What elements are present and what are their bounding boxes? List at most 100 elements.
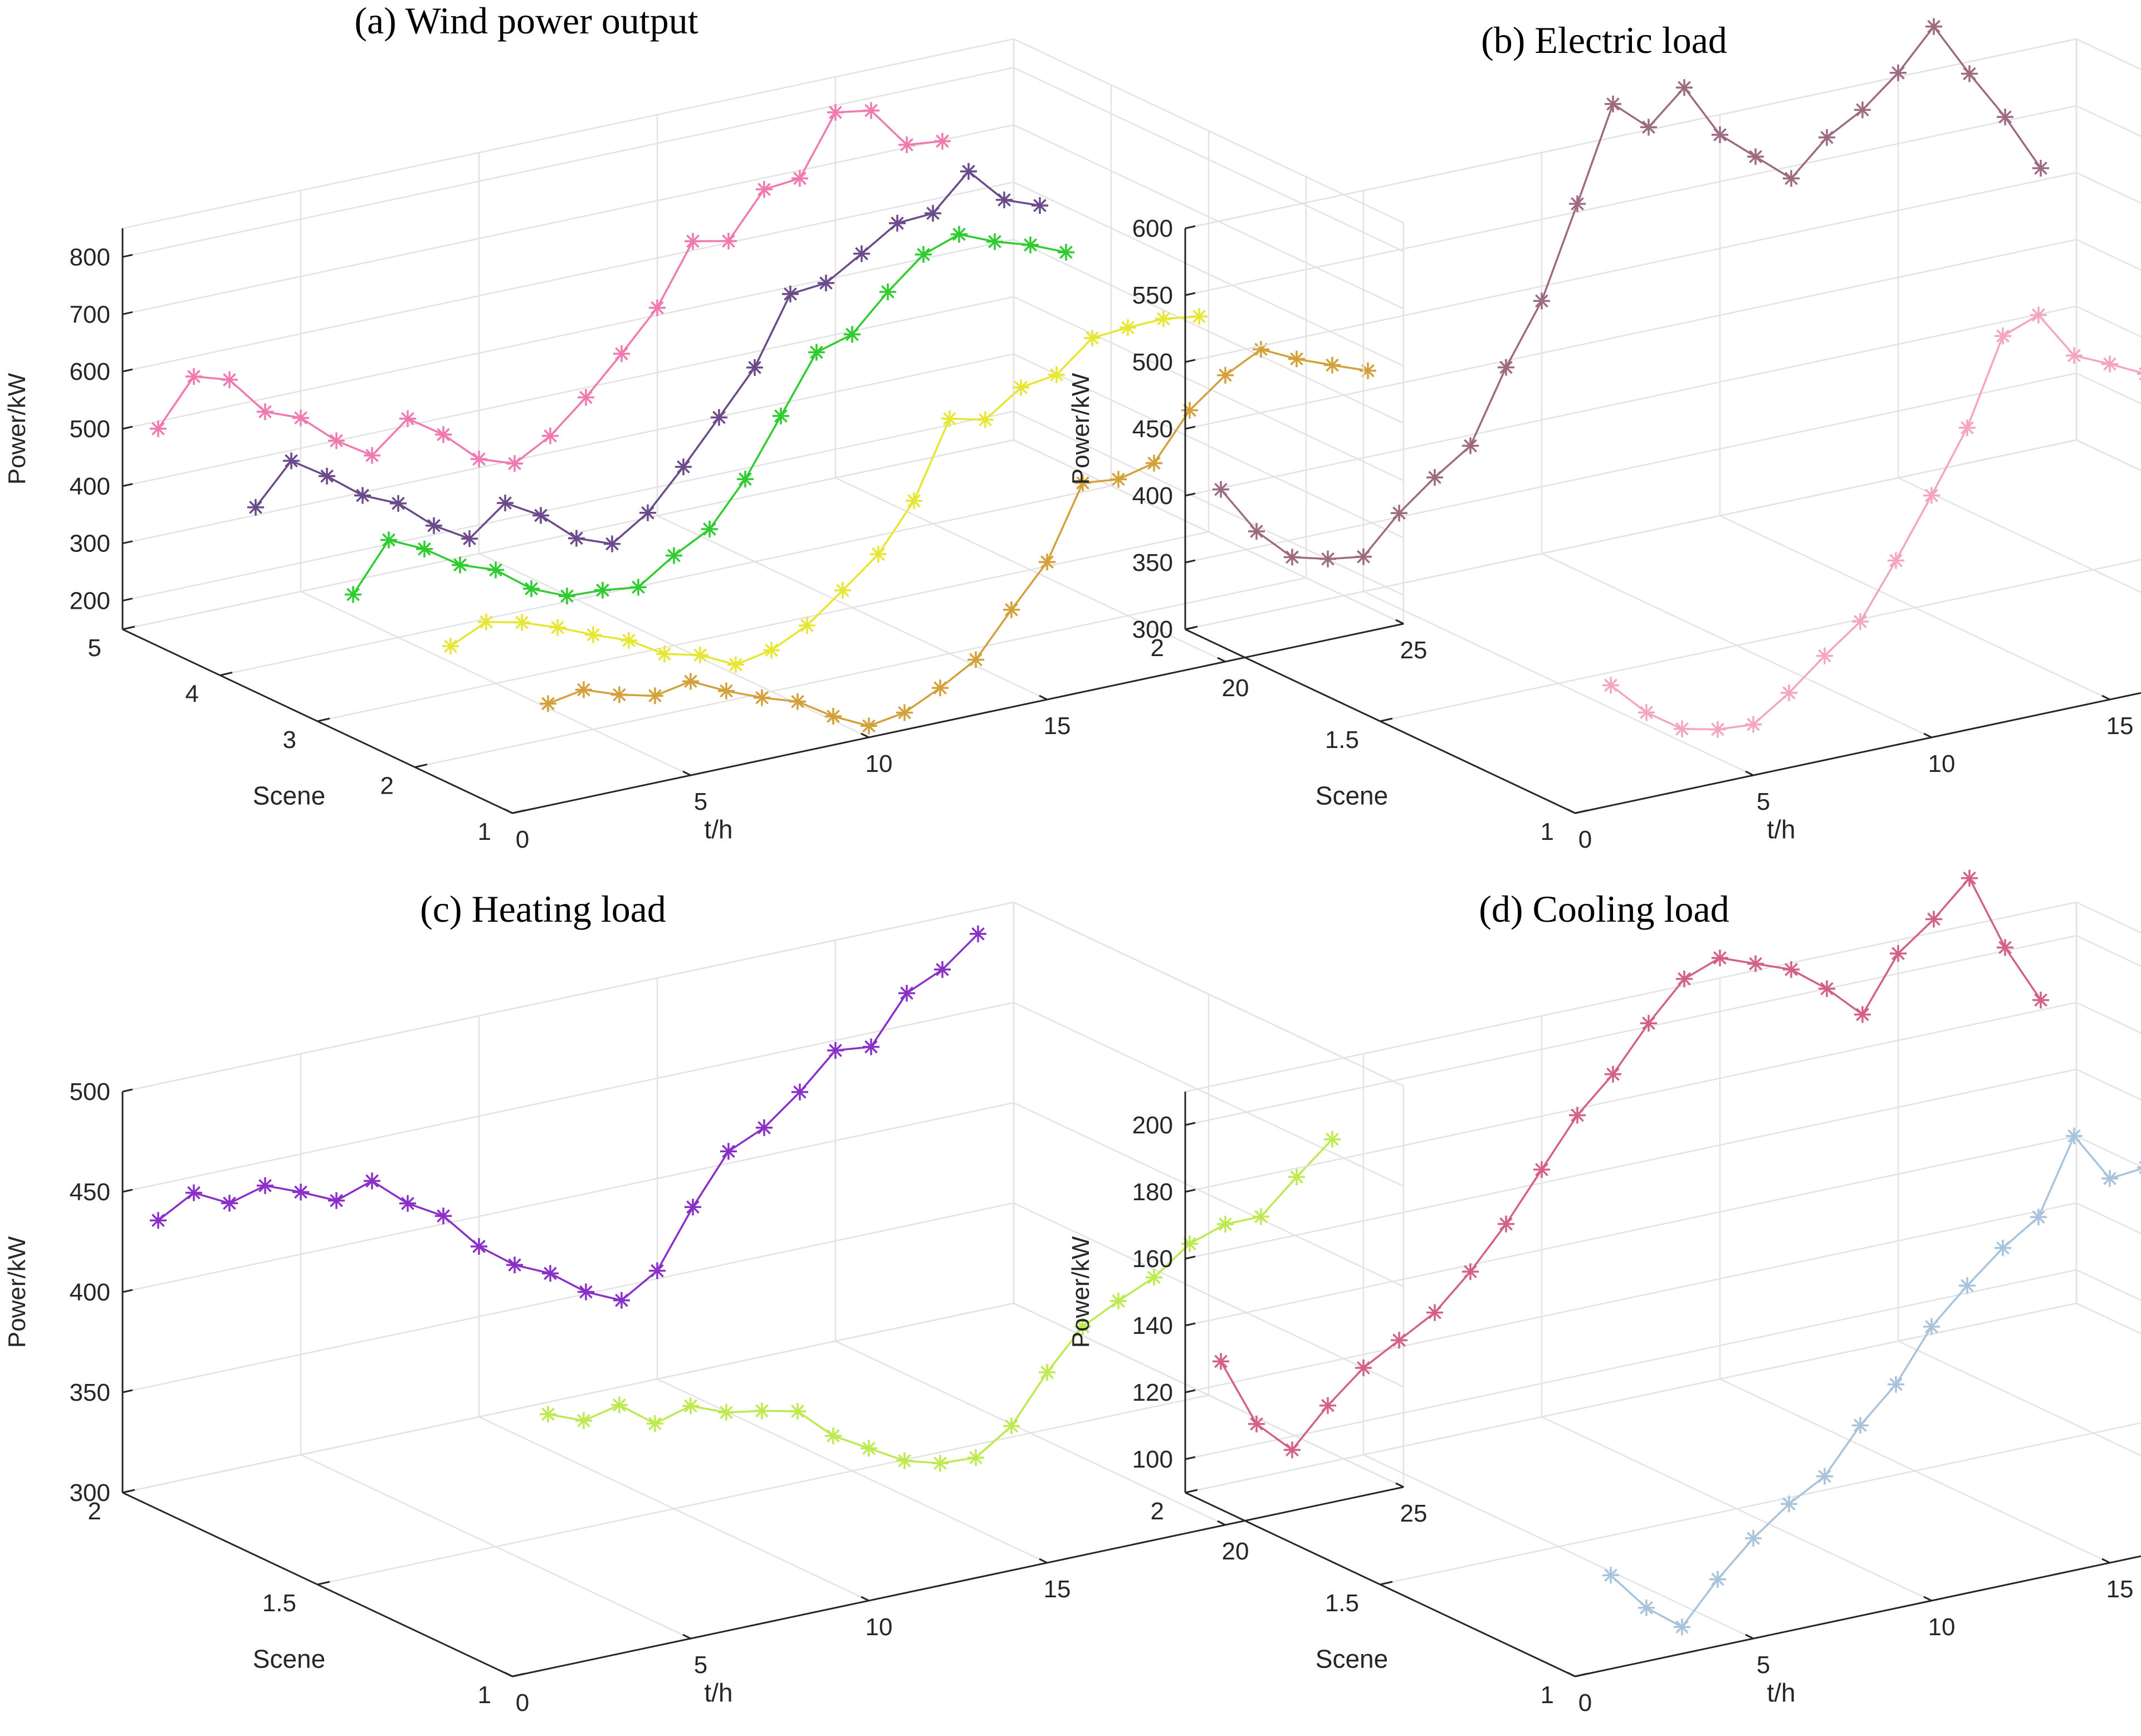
data-point	[1890, 64, 1907, 81]
data-point	[986, 233, 1003, 250]
data-point	[611, 1396, 628, 1414]
data-point	[2030, 1209, 2047, 1226]
data-point	[1217, 1216, 1234, 1233]
series-scene-1	[1602, 306, 2141, 738]
scene-tick-label: 1.5	[262, 1590, 296, 1617]
data-point	[701, 520, 718, 537]
t-tick-label: 5	[694, 1651, 707, 1679]
data-point	[613, 1292, 630, 1309]
data-point	[863, 1038, 879, 1055]
scene-axis-label: Scene	[1316, 781, 1388, 810]
data-point	[1923, 1318, 1940, 1335]
data-point	[620, 632, 637, 649]
chart-panel-c: 30035040045050011.520510152025Power/kWSc…	[3, 888, 1427, 1717]
data-point	[1961, 65, 1978, 82]
data-point	[960, 163, 977, 180]
scene-tick-label: 2	[1151, 1498, 1164, 1525]
data-point	[328, 432, 345, 449]
data-point	[1781, 1495, 1797, 1513]
data-point	[1191, 308, 1208, 325]
t-tick-label: 15	[2106, 712, 2134, 740]
t-tick-label: 25	[1400, 637, 1428, 664]
z-tick-label: 600	[70, 358, 110, 385]
z-tick-label: 500	[70, 1078, 110, 1106]
data-point	[647, 687, 663, 705]
data-point	[575, 1412, 592, 1429]
data-point	[549, 619, 566, 636]
series-scene-2	[150, 925, 986, 1309]
data-point	[568, 530, 585, 547]
data-point	[452, 556, 468, 574]
t-axis-label: t/h	[704, 815, 732, 844]
z-tick-label: 100	[1132, 1446, 1173, 1473]
series-scene-1	[540, 341, 1376, 735]
data-point	[1819, 980, 1835, 997]
chart-title: (c) Heating load	[420, 888, 666, 930]
scene-tick-label: 1.5	[1325, 1590, 1359, 1617]
data-point	[879, 283, 896, 301]
data-point	[1013, 379, 1029, 396]
series-scene-2	[1213, 18, 2049, 568]
data-point	[720, 1143, 737, 1160]
series-scene-2	[442, 308, 1208, 673]
data-point	[861, 717, 877, 735]
data-point	[247, 498, 264, 516]
data-point	[380, 531, 397, 549]
data-point	[523, 580, 540, 598]
data-point	[364, 447, 380, 464]
z-tick-label: 350	[1132, 549, 1173, 576]
data-point	[951, 226, 967, 243]
data-point	[754, 689, 770, 706]
data-point	[2030, 306, 2047, 324]
data-point	[1146, 454, 1162, 472]
scene-tick-label: 1	[478, 1681, 491, 1709]
data-point	[2066, 347, 2083, 364]
chart-panel-d: 10012014016018020011.520510152025Power/k…	[1067, 869, 2141, 1717]
data-point	[542, 1265, 559, 1282]
data-point	[718, 1404, 735, 1421]
data-point	[718, 682, 735, 700]
data-point	[319, 467, 335, 485]
data-point	[2137, 367, 2141, 381]
data-point	[1852, 613, 1869, 630]
data-point	[682, 673, 699, 690]
data-point	[2101, 1170, 2118, 1187]
data-point	[720, 232, 737, 250]
data-point	[1181, 1235, 1198, 1253]
data-point	[540, 1406, 556, 1423]
data-point	[1854, 101, 1871, 119]
data-point	[2032, 991, 2049, 1009]
data-point	[1284, 549, 1301, 566]
chart-title: (a) Wind power output	[354, 0, 698, 42]
data-point	[1781, 684, 1797, 701]
z-axis-label: Power/kW	[3, 1236, 31, 1348]
data-point	[1816, 647, 1833, 664]
t-tick-label: 10	[1928, 1613, 1956, 1641]
data-point	[941, 410, 958, 427]
data-point	[283, 452, 300, 470]
data-point	[1959, 1277, 1976, 1294]
data-point	[257, 403, 273, 420]
data-point	[364, 1172, 380, 1190]
data-point	[1498, 1215, 1514, 1233]
z-axis-label: Power/kW	[1067, 373, 1094, 485]
t-tick-label: 0	[516, 826, 529, 853]
data-point	[487, 561, 504, 579]
data-point	[1602, 1567, 1619, 1584]
data-point	[2137, 1161, 2141, 1175]
data-point	[711, 409, 727, 426]
data-point	[426, 517, 442, 534]
data-point	[1569, 195, 1586, 212]
data-point	[1360, 362, 1376, 379]
data-point	[1213, 481, 1229, 498]
scene-tick-label: 5	[88, 634, 101, 662]
z-tick-label: 120	[1132, 1379, 1173, 1406]
data-point	[150, 420, 167, 437]
data-point	[915, 246, 932, 263]
data-point	[1533, 1161, 1550, 1178]
data-point	[1284, 1441, 1301, 1459]
data-point	[656, 646, 673, 663]
z-tick-label: 400	[70, 473, 110, 500]
data-point	[932, 679, 949, 697]
